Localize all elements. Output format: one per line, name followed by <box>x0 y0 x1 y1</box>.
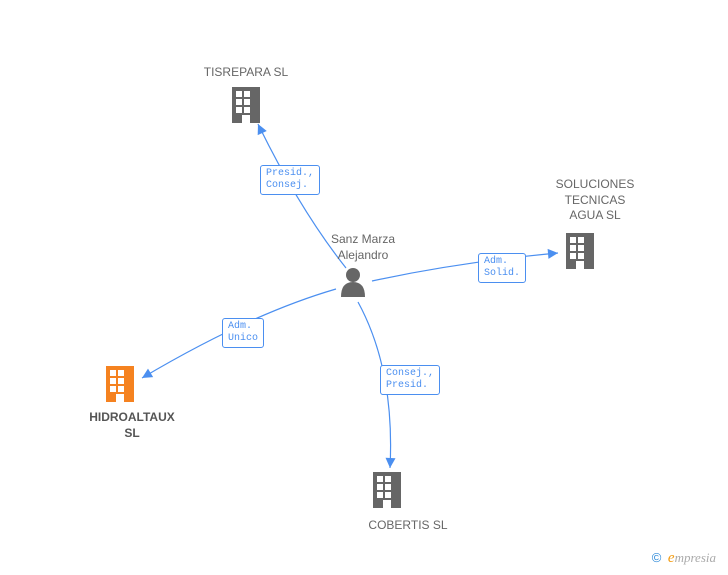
brand-rest: mpresia <box>675 550 716 565</box>
building-icon[interactable] <box>373 472 401 508</box>
edge-label-soluciones: Adm. Solid. <box>478 253 526 283</box>
edge-label-hidroaltaux: Adm. Unico <box>222 318 264 348</box>
watermark: © empresia <box>652 550 716 567</box>
node-label-cobertis[interactable]: COBERTIS SL <box>358 518 458 534</box>
copyright-symbol: © <box>652 550 662 565</box>
building-icon[interactable] <box>106 366 134 402</box>
building-icon[interactable] <box>566 233 594 269</box>
node-label-tisrepara[interactable]: TISREPARA SL <box>196 65 296 81</box>
person-icon <box>341 268 365 297</box>
brand-first-letter: e <box>668 550 675 566</box>
diagram-canvas <box>0 0 728 575</box>
edge-label-tisrepara: Presid., Consej. <box>260 165 320 195</box>
node-label-soluciones[interactable]: SOLUCIONES TECNICAS AGUA SL <box>545 177 645 224</box>
edge-label-cobertis: Consej., Presid. <box>380 365 440 395</box>
center-node-label: Sanz Marza Alejandro <box>323 232 403 263</box>
building-icon[interactable] <box>232 87 260 123</box>
node-label-hidroaltaux[interactable]: HIDROALTAUX SL <box>82 410 182 441</box>
